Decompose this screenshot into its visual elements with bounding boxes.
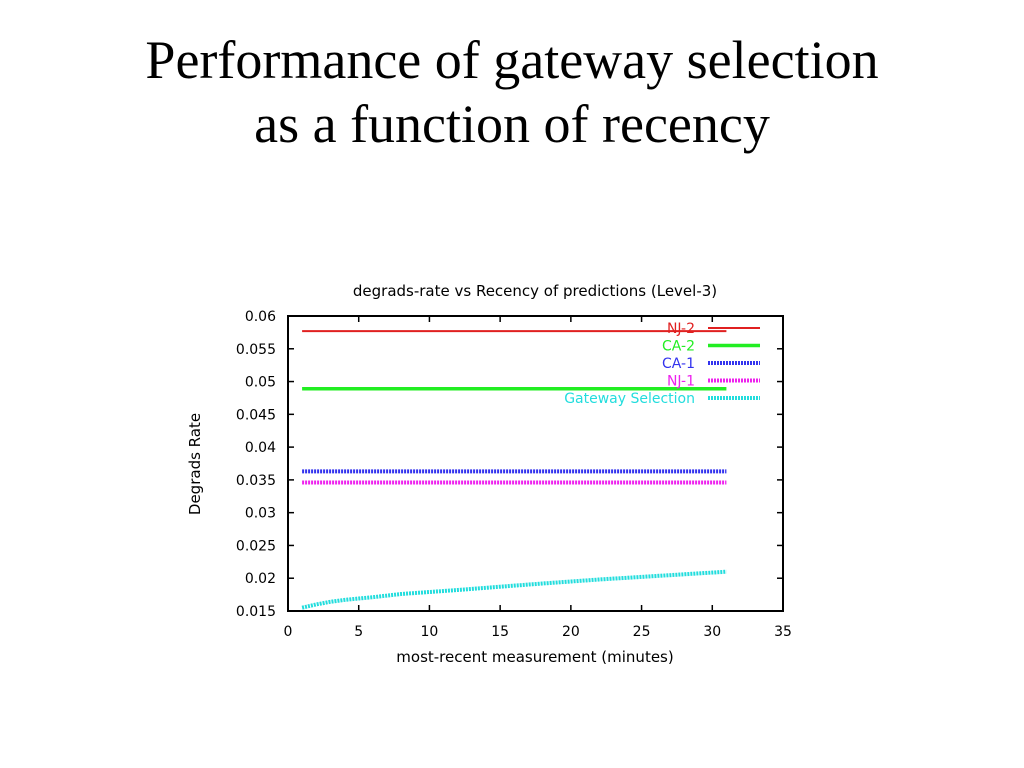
- slide-title-line-1: Performance of gateway selection: [145, 30, 879, 90]
- legend-label: CA-1: [662, 356, 695, 372]
- x-tick-label: 15: [491, 624, 509, 640]
- legend-label: NJ-1: [667, 374, 695, 390]
- y-tick-label: 0.06: [245, 309, 276, 325]
- plot-frame: [287, 315, 784, 612]
- y-tick-label: 0.04: [245, 440, 276, 456]
- slide-title: Performance of gateway selection as a fu…: [0, 28, 1024, 156]
- series-group: [301, 330, 727, 610]
- chart-title: degrads-rate vs Recency of predictions (…: [353, 282, 717, 300]
- axis-ticks: 0 5 10 15 20 25 30 35 0.015 0.02 0.025 0.03 0.035 0.0…: [236, 309, 792, 640]
- x-tick-label: 25: [633, 624, 651, 640]
- series-line-gateway-selection: [301, 569, 727, 610]
- y-tick-label: 0.015: [236, 604, 276, 620]
- x-tick-label: 10: [421, 624, 439, 640]
- x-tick-label: 35: [774, 624, 792, 640]
- x-axis-label: most-recent measurement (minutes): [396, 648, 673, 666]
- y-tick-label: 0.03: [245, 506, 276, 522]
- legend-label: Gateway Selection: [564, 391, 695, 407]
- slide-title-line-2: as a function of recency: [254, 94, 770, 154]
- y-tick-label: 0.055: [236, 342, 276, 358]
- x-tick-label: 20: [562, 624, 580, 640]
- y-tick-label: 0.025: [236, 538, 276, 554]
- x-tick-label: 30: [703, 624, 721, 640]
- y-axis-label: Degrads Rate: [186, 413, 204, 515]
- legend-label: NJ-2: [667, 321, 695, 337]
- x-tick-label: 5: [354, 624, 363, 640]
- legend-label: CA-2: [662, 339, 695, 355]
- y-tick-label: 0.035: [236, 473, 276, 489]
- y-tick-label: 0.05: [245, 375, 276, 391]
- y-tick-label: 0.045: [236, 407, 276, 423]
- y-tick-label: 0.02: [245, 571, 276, 587]
- x-tick-label: 0: [284, 624, 293, 640]
